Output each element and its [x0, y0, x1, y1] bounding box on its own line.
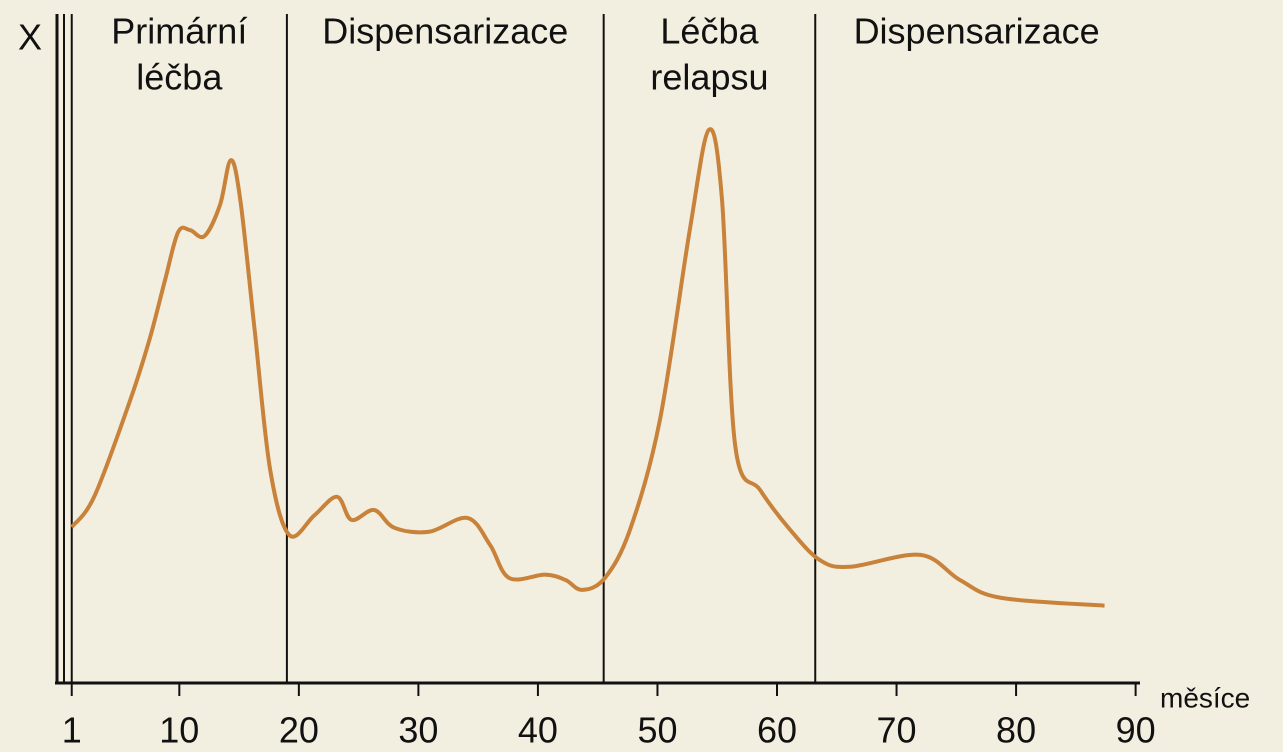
- x-axis-label: měsíce: [1160, 682, 1250, 713]
- phase-label: Dispensarizace: [322, 11, 568, 52]
- data-line: [70, 127, 1105, 608]
- x-tick-label: 40: [518, 710, 558, 751]
- y-axis-label: X: [18, 17, 42, 58]
- phase-label: relapsu: [650, 57, 768, 98]
- phase-label: Primární: [111, 11, 247, 52]
- phase-label: Léčba: [660, 11, 759, 52]
- x-tick-label: 10: [159, 710, 199, 751]
- x-tick-label: 90: [1116, 710, 1156, 751]
- x-tick-label: 20: [279, 710, 319, 751]
- x-tick-label: 70: [877, 710, 917, 751]
- x-tick-label: 80: [996, 710, 1036, 751]
- phase-label: Dispensarizace: [854, 11, 1100, 52]
- phase-label: léčba: [136, 57, 223, 98]
- x-tick-label: 60: [757, 710, 797, 751]
- x-tick-label: 50: [637, 710, 677, 751]
- x-tick-label: 30: [398, 710, 438, 751]
- x-tick-label: 1: [62, 710, 82, 751]
